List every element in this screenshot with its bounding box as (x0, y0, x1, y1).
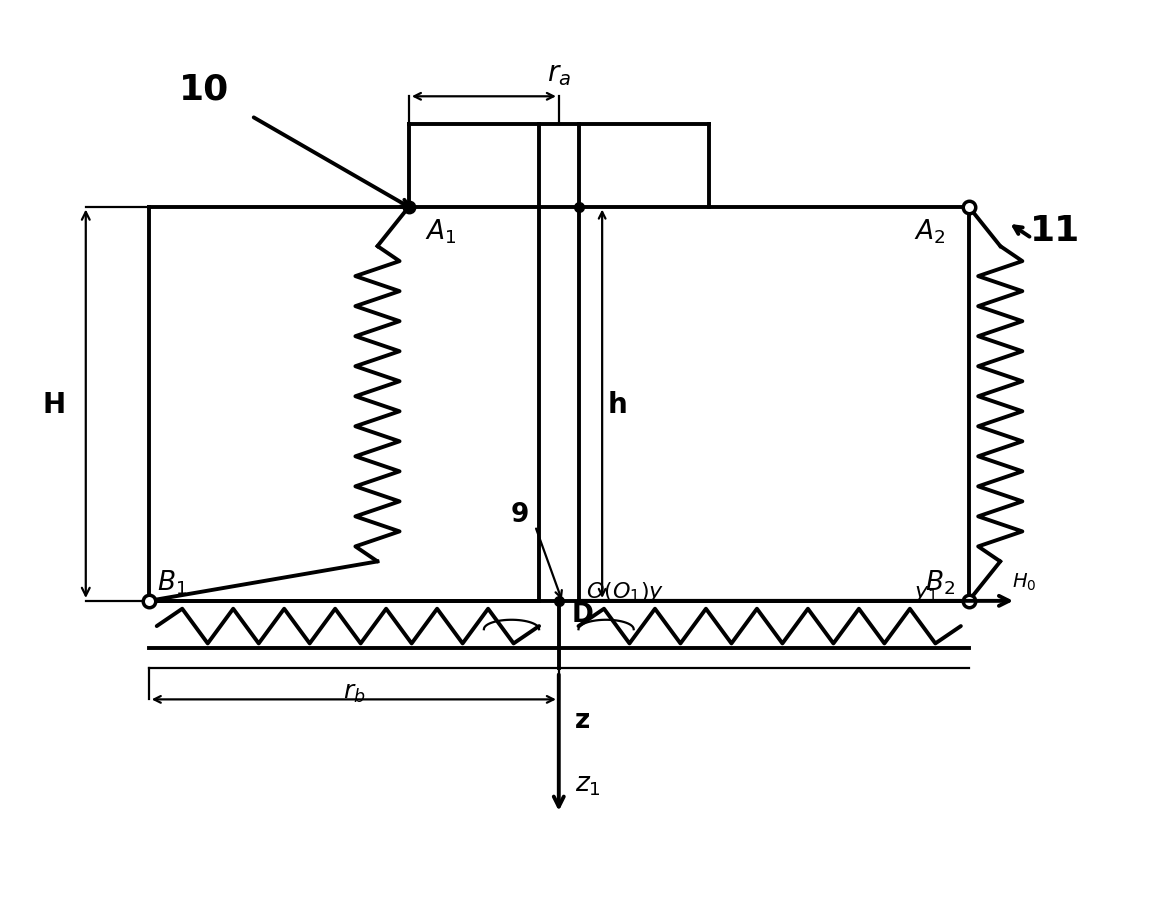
Text: h: h (609, 390, 628, 418)
Text: $r_a$: $r_a$ (547, 59, 570, 87)
Text: H: H (43, 390, 66, 418)
Text: $z_1$: $z_1$ (575, 771, 600, 797)
Text: 11: 11 (1031, 214, 1081, 248)
Text: $O(O_1)y$: $O(O_1)y$ (587, 579, 665, 603)
Text: $B_2$: $B_2$ (926, 568, 956, 596)
Text: 10: 10 (179, 72, 229, 107)
Text: D: D (572, 601, 594, 627)
Text: $A_1$: $A_1$ (425, 217, 456, 245)
Text: z: z (575, 707, 590, 733)
Text: $B_1$: $B_1$ (156, 568, 186, 596)
Text: $y_1$: $y_1$ (914, 583, 937, 603)
Text: $A_2$: $A_2$ (914, 217, 945, 245)
Text: $r_b$: $r_b$ (342, 680, 366, 703)
Text: $H_0$: $H_0$ (1012, 571, 1037, 592)
Text: 9: 9 (510, 502, 529, 527)
